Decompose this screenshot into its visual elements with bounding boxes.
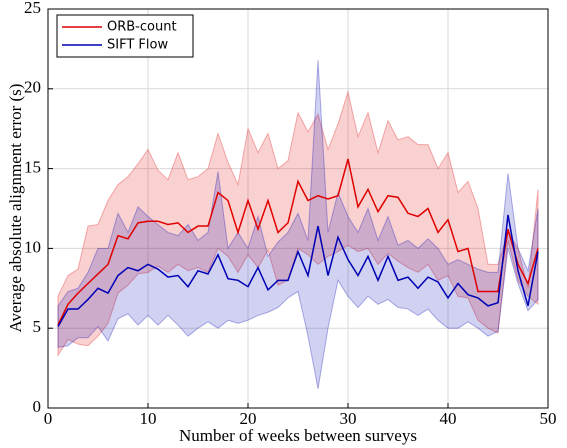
y-tick-label: 10: [24, 237, 41, 256]
legend-label: SIFT Flow: [107, 38, 168, 53]
x-tick-label: 40: [440, 409, 457, 428]
plot-frame: [47, 8, 549, 409]
y-tick-label: 0: [33, 397, 42, 416]
error-band: [57, 90, 539, 358]
x-tick-label: 10: [140, 409, 157, 428]
y-tick-label: 20: [24, 78, 41, 97]
x-tick-label: 20: [240, 409, 257, 428]
y-tick-label: 15: [24, 158, 41, 177]
y-axis-label: Average absolute alignment error (s): [6, 84, 25, 333]
x-tick-label: 0: [44, 409, 53, 428]
error-band: [57, 60, 539, 389]
y-tick-label: 25: [24, 0, 41, 17]
legend-label: ORB-count: [107, 20, 177, 35]
x-tick-label: 30: [340, 409, 357, 428]
series-line: [57, 158, 539, 326]
legend-box: [56, 14, 194, 58]
series-line: [57, 214, 539, 327]
y-tick-label: 5: [33, 317, 42, 336]
x-axis-label: Number of weeks between surveys: [179, 426, 417, 445]
x-tick-label: 50: [540, 409, 557, 428]
